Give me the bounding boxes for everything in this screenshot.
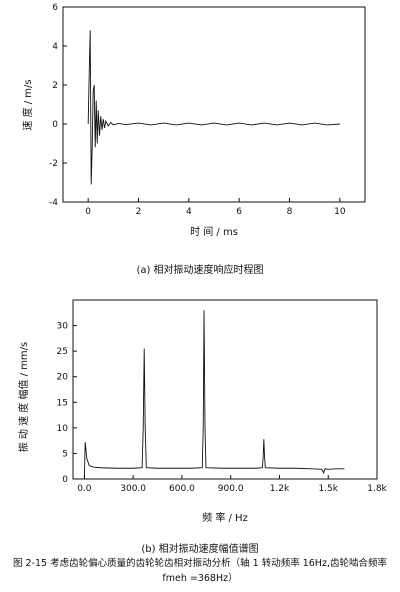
y-tick-label: -2 <box>49 159 58 169</box>
y-tick-label: -4 <box>49 198 58 208</box>
chart-a-frame <box>62 6 366 203</box>
chart-a-y-axis-label: 速 度 / m/s <box>21 79 34 130</box>
x-tick-label: 8 <box>287 207 293 217</box>
chart-a-series-line <box>87 30 340 185</box>
x-tick-label: 1.5k <box>318 484 338 494</box>
x-tick-label: 0 <box>85 207 91 217</box>
y-tick-label: 30 <box>57 322 69 332</box>
chart-a-y-ticks: -4 -2 0 2 4 6 <box>49 3 67 208</box>
chart-a-x-axis-label: 时 间 / ms <box>190 225 238 238</box>
chart-b-frame <box>72 299 378 480</box>
chart-b-caption: (b) 相对振动速度幅值谱图 <box>141 542 258 555</box>
x-tick-label: 2 <box>136 207 142 217</box>
chart-b-y-axis-label: 振 动 速 度 幅值 / mm/s <box>17 342 30 453</box>
y-tick-label: 5 <box>62 449 68 459</box>
figure-caption-line-2: fmeh =368Hz） <box>162 572 237 584</box>
y-tick-label: 0 <box>62 475 68 485</box>
x-tick-label: 1.8k <box>367 484 387 494</box>
y-tick-label: 6 <box>52 3 58 13</box>
y-tick-label: 2 <box>52 81 58 91</box>
x-tick-label: 4 <box>186 207 192 217</box>
x-tick-label: 300.0 <box>120 484 146 494</box>
chart-b: 0 5 10 15 20 25 30 0.0 300.0 600.0 900.0 1.2k 1.5k 1… <box>17 299 388 555</box>
x-tick-label: 600.0 <box>169 484 195 494</box>
figure-caption-line-1: 图 2-15 考虑齿轮偏心质量的齿轮轮齿相对振动分析（轴 1 转动频率 16Hz… <box>13 557 387 569</box>
x-tick-label: 6 <box>236 207 242 217</box>
y-tick-label: 4 <box>52 42 58 52</box>
x-tick-label: 10 <box>334 207 346 217</box>
x-tick-label: 900.0 <box>218 484 244 494</box>
chart-b-series-line <box>83 310 345 480</box>
chart-b-x-axis-label: 频 率 / Hz <box>202 511 248 524</box>
x-tick-label: 1.2k <box>270 484 290 494</box>
chart-b-x-ticks: 0.0 300.0 600.0 900.0 1.2k 1.5k 1.8k <box>77 475 388 494</box>
y-tick-label: 20 <box>57 373 69 383</box>
y-tick-label: 15 <box>57 398 68 408</box>
y-tick-label: 10 <box>57 424 69 434</box>
chart-a-x-ticks: 0 2 4 6 8 10 <box>85 198 346 217</box>
chart-a-caption: (a) 相对振动速度响应时程图 <box>136 263 263 276</box>
x-tick-label: 0.0 <box>77 484 92 494</box>
y-tick-label: 0 <box>52 120 58 130</box>
chart-b-y-ticks: 0 5 10 15 20 25 30 <box>57 322 77 485</box>
y-tick-label: 25 <box>57 347 68 357</box>
chart-a: -4 -2 0 2 4 6 0 2 4 6 8 10 速 度 / m/s 时 间 / ms (a) … <box>21 3 366 276</box>
